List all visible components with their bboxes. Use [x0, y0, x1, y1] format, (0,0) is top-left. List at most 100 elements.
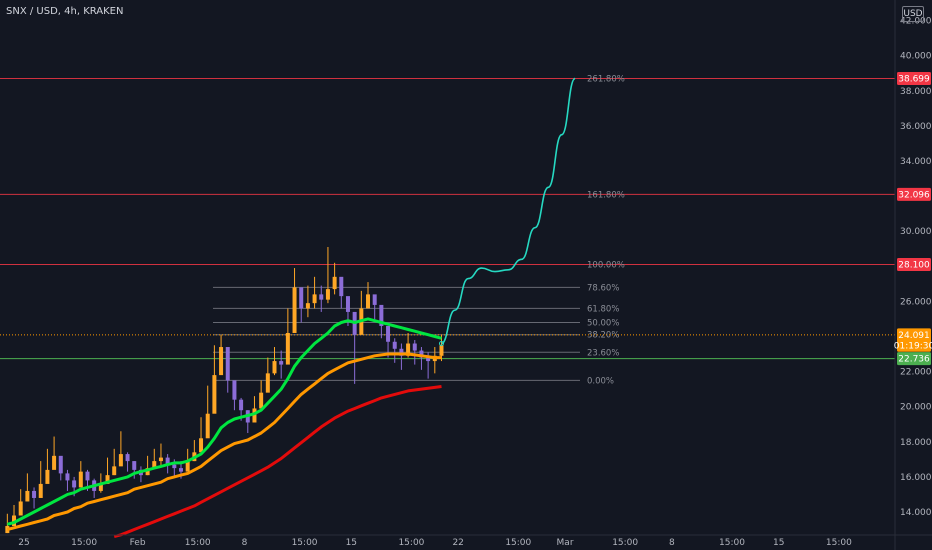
candle-body-56: [379, 304, 384, 326]
x-tick-label-6: 15: [346, 538, 357, 548]
fib-label-3: 50.00%: [587, 318, 619, 328]
price-tag-bg-2: [897, 258, 931, 272]
x-tick-label-5: 15:00: [292, 538, 318, 548]
candle-body-32: [219, 347, 224, 376]
price-tag-bg-0: [897, 72, 931, 86]
y-tick-label-11: 36.000: [900, 122, 932, 132]
price-tag-label-4: 01:19:30: [894, 341, 932, 351]
plot-background: [0, 0, 895, 535]
candle-body-6: [45, 469, 50, 484]
fib-label-5: 78.60%: [587, 283, 619, 293]
candle-body-22: [152, 461, 157, 469]
x-tick-label-9: 15:00: [505, 538, 531, 548]
currency-button[interactable]: USD: [902, 6, 924, 22]
candle-body-3: [25, 490, 30, 502]
candle-body-33: [225, 347, 230, 381]
candle-body-31: [212, 375, 217, 414]
price-tag-label-3: 24.091: [898, 331, 930, 341]
price-tag-label-0: 38.699: [898, 75, 930, 85]
candle-body-37: [252, 408, 257, 423]
price-tag-label-1: 32.096: [898, 190, 930, 200]
candle-body-23: [158, 457, 163, 462]
time-axis[interactable]: 25 15:00 Feb 15:00 8 15:00 15 15:00 22 15:00 Mar 15…: [18, 538, 852, 548]
y-tick-label-0: 14.000: [900, 508, 932, 518]
ma-series-1: [6, 352, 442, 531]
candle-body-26: [178, 468, 183, 472]
candle-body-49: [332, 276, 337, 290]
candle-body-62: [419, 350, 424, 358]
candle-body-39: [265, 373, 270, 393]
candle-body-43: [292, 287, 297, 333]
candle-body-25: [172, 464, 177, 469]
candle-body-17: [118, 454, 123, 467]
candle-body-18: [125, 454, 130, 462]
candle-body-15: [105, 475, 110, 484]
candle-body-14: [98, 483, 103, 491]
projection-line: [441, 77, 576, 345]
price-tag-bg-3: [897, 328, 931, 342]
candle-body-45: [305, 303, 310, 309]
candle-body-9: [65, 473, 70, 481]
candle-body-47: [319, 294, 324, 300]
y-tick-label-12: 38.000: [900, 87, 932, 97]
x-tick-label-14: 15: [773, 538, 784, 548]
candle-body-27: [185, 461, 190, 472]
x-tick-label-1: 15:00: [71, 538, 97, 548]
projection-path: [438, 77, 576, 347]
x-tick-label-12: 8: [669, 538, 675, 548]
x-tick-label-2: Feb: [130, 538, 146, 548]
candle-body-38: [259, 392, 264, 409]
projection-anchor: [438, 341, 444, 347]
x-tick-label-4: 8: [242, 538, 248, 548]
y-tick-label-10: 34.000: [900, 157, 932, 167]
candle-body-42: [285, 332, 290, 365]
candle-body-7: [52, 455, 57, 470]
candle-body-44: [299, 287, 304, 309]
x-tick-label-7: 15:00: [398, 538, 424, 548]
y-tick-label-8: 30.000: [900, 227, 932, 237]
y-tick-label-4: 22.000: [900, 368, 932, 378]
candle-body-57: [386, 325, 391, 342]
candle-body-65: [439, 345, 444, 356]
symbol-title: SNX / USD, 4h, KRAKEN: [6, 6, 124, 17]
price-tag-bg-1: [897, 187, 931, 201]
y-tick-label-13: 40.000: [900, 52, 932, 62]
y-tick-label-6: 26.000: [900, 297, 932, 307]
price-tag-label-5: 22.736: [898, 355, 930, 365]
candle-body-1: [12, 515, 17, 527]
candle-body-16: [112, 466, 117, 476]
candle-body-24: [165, 457, 170, 465]
candle-body-34: [232, 380, 237, 400]
x-tick-label-8: 22: [452, 538, 463, 548]
fib-label-2: 38.20%: [587, 331, 619, 341]
x-tick-label-10: Mar: [557, 538, 574, 548]
moving-averages: [6, 317, 442, 539]
candle-body-55: [372, 294, 377, 305]
y-tick-label-1: 16.000: [900, 473, 932, 483]
x-tick-label-11: 15:00: [612, 538, 638, 548]
fib-label-0: 0.00%: [587, 376, 614, 386]
candle-body-12: [85, 471, 90, 481]
candle-body-35: [239, 399, 244, 411]
candle-body-60: [406, 343, 411, 356]
candle-body-61: [412, 343, 417, 351]
x-tick-label-13: 15:00: [719, 538, 745, 548]
x-tick-label-0: 25: [18, 538, 29, 548]
candle-body-8: [58, 455, 63, 474]
fib-label-1: 23.60%: [587, 348, 619, 358]
price-tag-bg-4: [897, 338, 931, 352]
candle-body-50: [339, 276, 344, 297]
candle-body-40: [272, 361, 277, 374]
fib-label-7: 161.80%: [587, 190, 625, 200]
candle-body-30: [205, 413, 210, 439]
fib-label-8: 261.80%: [587, 75, 625, 85]
price-tag-label-2: 28.100: [898, 261, 930, 271]
candle-body-29: [199, 438, 204, 453]
candle-body-46: [312, 294, 317, 304]
fib-label-6: 100.00%: [587, 261, 625, 271]
candle-body-63: [426, 357, 431, 362]
y-tick-label-3: 20.000: [900, 403, 932, 413]
candle-body-59: [399, 348, 404, 356]
